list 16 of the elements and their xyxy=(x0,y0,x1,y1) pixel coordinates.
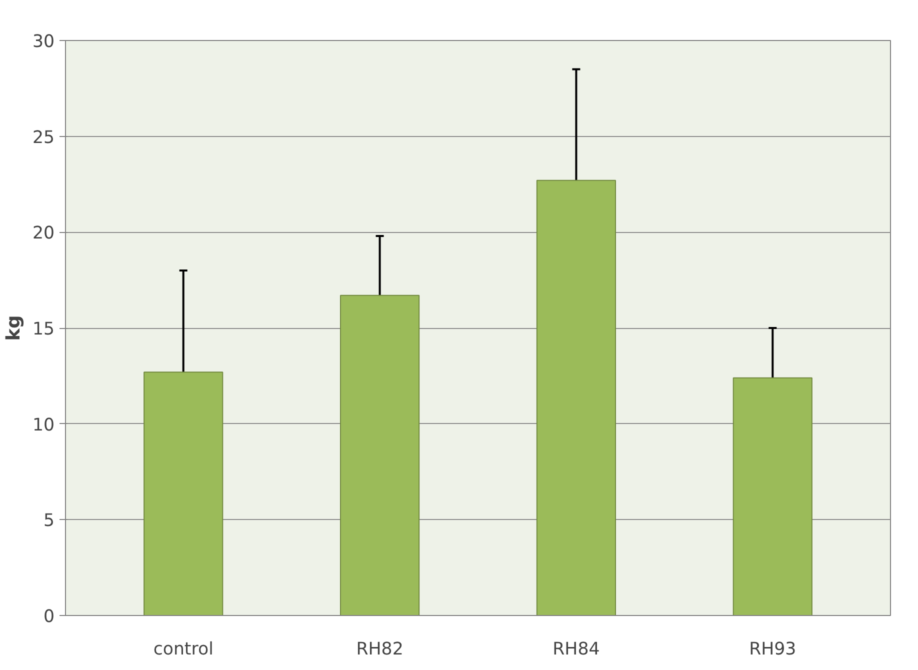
x-tick-label: control xyxy=(153,640,214,660)
y-tick-label: 0 xyxy=(43,607,55,627)
y-tick-label: 15 xyxy=(32,320,55,340)
bar xyxy=(144,372,224,616)
y-tick-label: 5 xyxy=(43,511,55,532)
x-tick-label: RH84 xyxy=(552,640,600,660)
y-axis-title: kg xyxy=(3,315,24,341)
bar xyxy=(340,294,420,616)
x-tick-label: RH82 xyxy=(356,640,404,660)
y-tick-label: 25 xyxy=(32,128,55,148)
x-tick-label: RH93 xyxy=(749,640,796,660)
y-tick-label: 30 xyxy=(32,32,55,52)
bar xyxy=(732,377,812,616)
bar xyxy=(536,180,616,616)
y-tick-label: 20 xyxy=(32,224,55,244)
y-tick-label: 10 xyxy=(32,415,55,436)
